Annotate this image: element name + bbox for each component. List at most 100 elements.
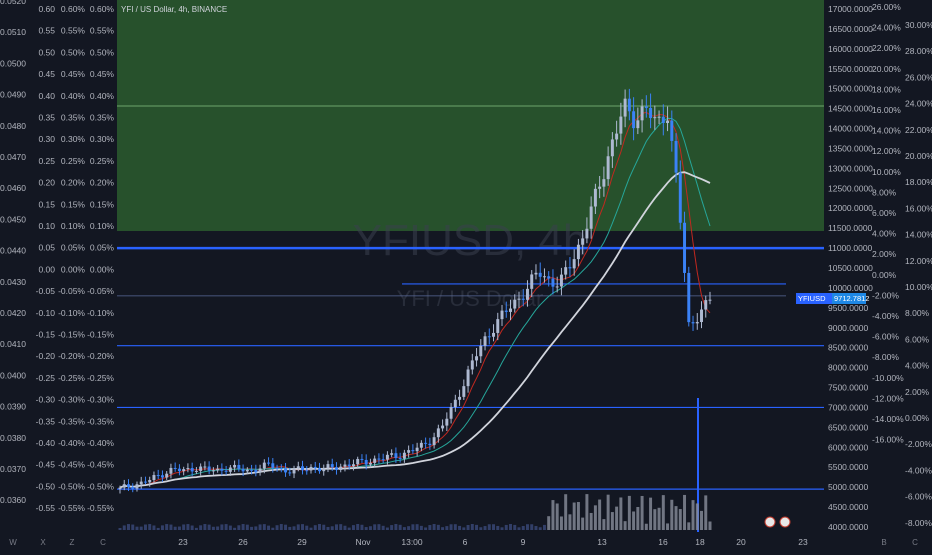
- volume-bar: [640, 495, 644, 530]
- pane-scale-icon[interactable]: Z: [70, 538, 75, 547]
- candle-body: [640, 106, 644, 121]
- volume-bar: [339, 524, 343, 530]
- candle-body: [368, 462, 372, 465]
- candle-body: [432, 437, 436, 446]
- candle-body: [644, 106, 648, 108]
- candle-body: [254, 470, 258, 473]
- left-scale-label: 0.55%: [61, 26, 86, 36]
- left-scale-label: 0.0440: [0, 246, 26, 256]
- left-scale-label: 0.0460: [0, 183, 26, 193]
- volume-bar: [610, 512, 614, 530]
- candle-body: [542, 276, 546, 278]
- left-scales[interactable]: 0.0520 0.0510 0.0500 0.0490 0.0480 0.0470 0.04…: [0, 0, 114, 513]
- percent-scale-label: -2.00%: [905, 439, 932, 449]
- left-scale-label: 0.60%: [90, 4, 115, 14]
- left-scale-label: 0.25%: [61, 156, 86, 166]
- price-scale-label: 8500.0000: [828, 343, 868, 353]
- volume-bar: [598, 499, 602, 530]
- candle-body: [509, 308, 512, 312]
- pane-scale-icon[interactable]: C: [100, 538, 106, 547]
- left-scale-label: 0.0510: [0, 27, 26, 37]
- pane-scale-icon[interactable]: C: [912, 538, 918, 547]
- pane-scale-icon[interactable]: B: [881, 538, 886, 547]
- volume-bar: [602, 519, 606, 530]
- percent-scale-label: 26.00%: [872, 2, 901, 12]
- price-scale-label: 16000.0000: [828, 44, 873, 54]
- volume-bar: [509, 524, 512, 530]
- candle-body: [606, 156, 610, 180]
- candle-body: [190, 468, 194, 472]
- volume-bar: [318, 524, 321, 530]
- chart-header-symbol: YFI / US Dollar, 4h, BINANCE: [121, 5, 227, 14]
- volume-bar: [649, 497, 653, 530]
- volume-bar: [619, 497, 623, 530]
- time-axis-label: 29: [297, 537, 307, 547]
- volume-bar: [173, 526, 177, 530]
- percent-scale-label: 2.00%: [905, 387, 930, 397]
- candle-body: [356, 458, 360, 465]
- candle-body: [559, 274, 563, 287]
- volume-bar: [288, 526, 292, 530]
- event-flags[interactable]: [764, 516, 791, 528]
- target-zone[interactable]: [117, 0, 824, 231]
- pane-scale-icon[interactable]: W: [9, 538, 17, 547]
- candle-body: [500, 310, 504, 320]
- left-scale-label: 0.60%: [61, 4, 86, 14]
- left-scale-label: 0.30%: [61, 134, 86, 144]
- candle-body: [373, 458, 377, 463]
- price-scale-label: 10500.0000: [828, 263, 873, 273]
- percent-scale-label: 20.00%: [872, 64, 901, 74]
- price-scale-label: 6500.0000: [828, 422, 868, 432]
- volume-bar: [343, 525, 347, 530]
- time-axis-label: 6: [463, 537, 468, 547]
- price-scale-label: 15000.0000: [828, 84, 873, 94]
- volume-bar: [385, 527, 389, 530]
- volume-bar: [284, 524, 288, 530]
- event-flag-icon[interactable]: [779, 516, 791, 528]
- candle-body: [632, 111, 636, 129]
- volume-bar: [576, 502, 580, 530]
- percent-scale-label: 26.00%: [905, 72, 932, 82]
- left-scale-label: 0.15%: [61, 199, 86, 209]
- volume-bar: [466, 524, 470, 530]
- left-scale-label: 0.30: [38, 134, 55, 144]
- pane-scale-icon[interactable]: X: [40, 538, 46, 547]
- candlesticks: [118, 88, 712, 494]
- volume-bar: [572, 502, 576, 530]
- volume-bar: [424, 527, 428, 530]
- right-scales[interactable]: 17000.0000 16500.0000 16000.0000 15500.0000…: [828, 2, 932, 532]
- volume-bar: [615, 506, 619, 530]
- volume-bar: [695, 503, 699, 530]
- left-scale-label: 0.05%: [90, 243, 115, 253]
- candle-body: [381, 459, 385, 461]
- candle-body: [695, 322, 699, 324]
- candle-body: [385, 454, 389, 460]
- volume-bar: [581, 517, 585, 530]
- volume-bar: [220, 524, 224, 530]
- event-flag-icon[interactable]: [764, 516, 776, 528]
- volume-bar: [674, 506, 678, 530]
- time-axis-label: 18: [695, 537, 705, 547]
- candle-body: [360, 458, 364, 460]
- percent-scale-label: -16.00%: [872, 435, 904, 445]
- price-scale-label: 13500.0000: [828, 143, 873, 153]
- percent-scale-label: -10.00%: [872, 373, 904, 383]
- left-scale-label: 0.0490: [0, 90, 26, 100]
- candle-body: [555, 286, 559, 288]
- candle-body: [127, 484, 130, 487]
- volume-bar: [309, 527, 313, 530]
- volume-bar: [156, 527, 160, 530]
- candle-body: [700, 309, 703, 323]
- left-scale-label: 0.45: [38, 69, 55, 79]
- time-axis[interactable]: 23 26 29 Nov 13:00 6 9 13 16 18 20 23: [178, 537, 808, 547]
- volume-bar: [127, 524, 130, 530]
- left-scale-label: 0.25: [38, 156, 55, 166]
- left-scale-label: -0.45: [36, 460, 56, 470]
- volume-bar: [160, 525, 164, 530]
- left-scale-label: 0.0400: [0, 370, 26, 380]
- candle-body: [364, 459, 368, 465]
- candle-body: [165, 473, 169, 478]
- left-scale-label: -0.15%: [58, 330, 85, 340]
